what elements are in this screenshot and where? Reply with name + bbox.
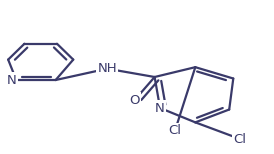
Text: N: N — [155, 101, 165, 115]
Text: NH: NH — [97, 62, 117, 75]
Text: O: O — [129, 94, 139, 107]
Text: Cl: Cl — [233, 132, 247, 146]
Text: Cl: Cl — [169, 124, 181, 137]
Text: N: N — [7, 73, 16, 87]
